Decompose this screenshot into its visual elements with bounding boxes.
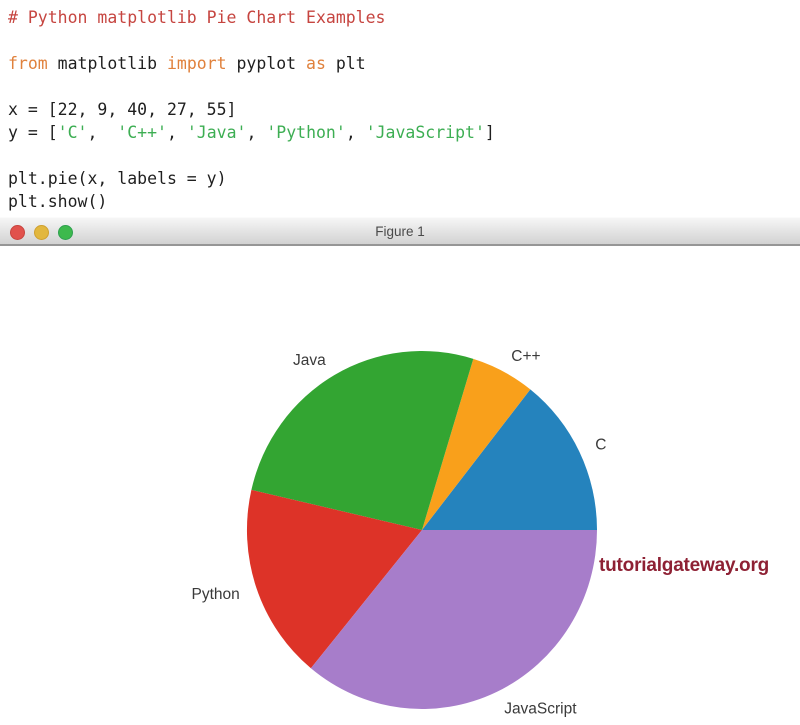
code-token-keyword: import <box>166 54 237 73</box>
code-token-plain: x = [22, 9, 40, 27, 55] <box>8 100 237 119</box>
code-token-keyword: as <box>306 54 336 73</box>
pie-slice-python <box>246 489 422 669</box>
code-token-string: 'JavaScript' <box>365 123 485 142</box>
traffic-lights <box>10 225 73 240</box>
pie-label-javascript: JavaScript <box>504 701 577 718</box>
zoom-button-icon[interactable] <box>58 225 73 240</box>
window-titlebar: Figure 1 <box>0 217 800 246</box>
minimize-button-icon[interactable] <box>34 225 49 240</box>
code-token-plain: , <box>246 123 267 142</box>
code-line: y = ['C', 'C++', 'Java', 'Python', 'Java… <box>8 121 800 144</box>
pie-chart-svg: C C++ Java Python JavaScript <box>192 348 607 718</box>
pie-slice-c <box>422 389 597 530</box>
pie-slice-javascript <box>310 530 597 709</box>
code-token-string: 'C++' <box>117 123 167 142</box>
code-token-plain: , <box>345 123 366 142</box>
figure-canvas: C C++ Java Python JavaScript <box>0 248 800 725</box>
code-line <box>8 29 800 52</box>
code-panel: # Python matplotlib Pie Chart Examples f… <box>0 0 800 217</box>
code-token-string: 'C' <box>57 123 88 142</box>
pie-slice-cpp <box>422 358 531 530</box>
watermark: tutorialgateway.org <box>599 555 770 576</box>
code-token-plain: ] <box>484 123 495 142</box>
window-title: Figure 1 <box>375 223 425 239</box>
code-line <box>8 144 800 167</box>
code-token-plain: plt <box>335 54 366 73</box>
code-token-plain: pyplot <box>236 54 307 73</box>
pie-slice-java <box>251 351 474 530</box>
pie-label-java: Java <box>293 352 326 369</box>
code-token-string: 'Java' <box>186 123 247 142</box>
code-token-plain: plt.show() <box>8 192 108 211</box>
code-line: from matplotlib import pyplot as plt <box>8 52 800 75</box>
code-token-keyword: from <box>8 54 58 73</box>
pie-label-c: C <box>595 437 606 454</box>
code-token-plain: plt.pie(x, labels = y) <box>8 169 227 188</box>
code-line <box>8 75 800 98</box>
code-line: x = [22, 9, 40, 27, 55] <box>8 98 800 121</box>
code-token-plain: matplotlib <box>57 54 167 73</box>
code-token-comment: # Python matplotlib Pie Chart Examples <box>8 8 386 27</box>
code-line: # Python matplotlib Pie Chart Examples <box>8 6 800 29</box>
code-token-plain: y = [ <box>8 123 58 142</box>
code-line: plt.pie(x, labels = y) <box>8 167 800 190</box>
pie-label-cpp: C++ <box>511 348 540 365</box>
code-line: plt.show() <box>8 190 800 213</box>
code-token-plain: , <box>166 123 187 142</box>
code-token-plain: , <box>87 123 118 142</box>
code-token-string: 'Python' <box>266 123 346 142</box>
close-button-icon[interactable] <box>10 225 25 240</box>
pie-label-python: Python <box>192 586 240 603</box>
